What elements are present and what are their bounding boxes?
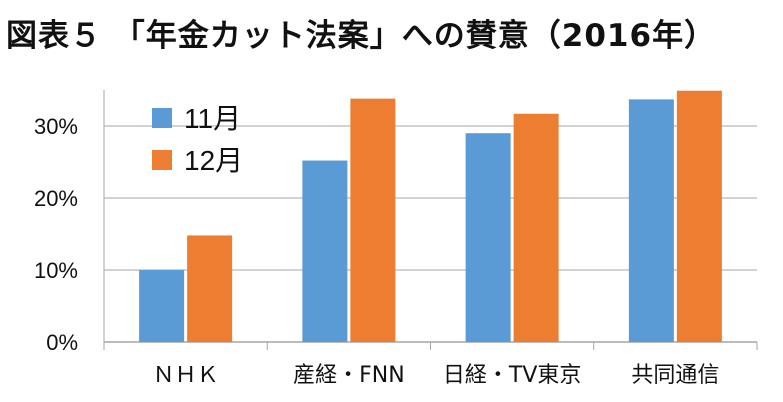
bar-nov <box>628 99 674 342</box>
bar-nov <box>139 270 185 342</box>
y-tick-label: 20% <box>34 186 78 211</box>
y-axis-ticks: 0% 10% 20% 30% <box>34 114 78 355</box>
legend-label: 12月 <box>184 145 243 176</box>
bar-dec <box>513 113 559 342</box>
y-tick-label: 30% <box>34 114 78 139</box>
legend-swatch <box>152 150 172 170</box>
bar-dec <box>676 90 722 342</box>
bar-dec <box>350 98 396 342</box>
x-axis-categories: ＮＨＫ 産経・FNN 日経・TV東京 共同通信 <box>153 363 720 388</box>
x-category-label: 日経・TV東京 <box>443 363 582 388</box>
legend-swatch <box>152 108 172 128</box>
y-tick-label: 0% <box>46 330 78 355</box>
chart-title: 図表５ 「年金カット法案」への賛意（2016年） <box>6 18 717 54</box>
bar-nov <box>465 133 511 342</box>
x-category-label: 共同通信 <box>631 363 719 388</box>
bars <box>139 90 722 342</box>
x-category-label: 産経・FNN <box>293 363 405 388</box>
bar-nov <box>302 160 348 342</box>
bar-dec <box>187 235 233 342</box>
y-tick-label: 10% <box>34 258 78 283</box>
legend-label: 11月 <box>184 103 241 134</box>
x-category-label: ＮＨＫ <box>153 363 219 388</box>
